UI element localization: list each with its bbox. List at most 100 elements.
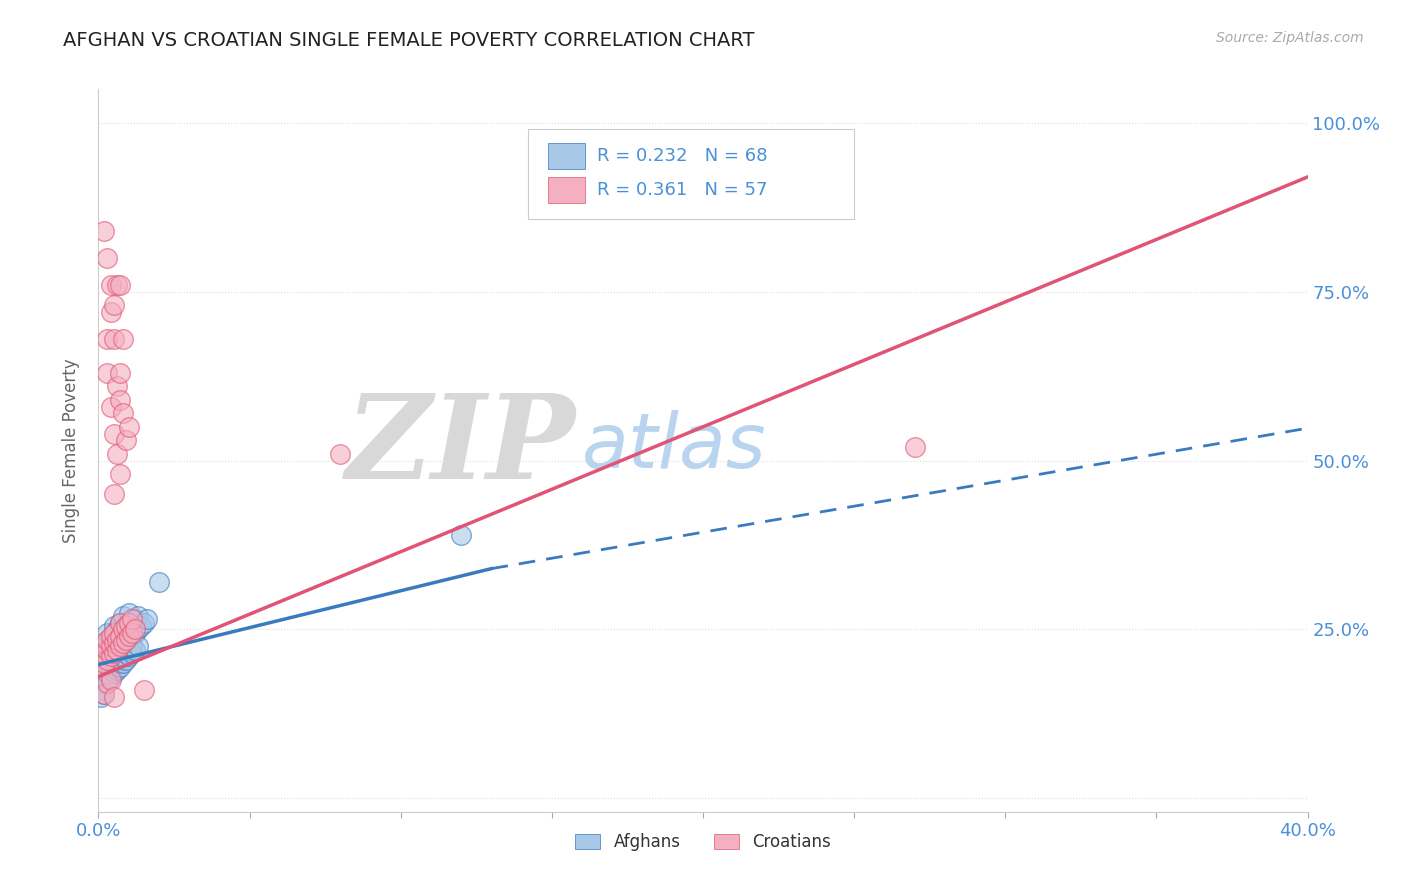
Point [96, 676, 118, 690]
Point [114, 646, 136, 660]
Point [121, 640, 143, 654]
Y-axis label: Single Female Poverty: Single Female Poverty [62, 359, 80, 542]
Point [103, 646, 125, 660]
Point [93, 687, 115, 701]
Point [103, 636, 125, 650]
Text: R = 0.361   N = 57: R = 0.361 N = 57 [596, 181, 768, 199]
Point [904, 440, 927, 454]
Point [90, 666, 112, 681]
Point [96, 642, 118, 657]
Point [114, 434, 136, 448]
Point [108, 629, 131, 643]
Point [105, 632, 128, 647]
Point [121, 615, 143, 630]
Point [103, 298, 125, 312]
Point [450, 528, 472, 542]
Text: AFGHAN VS CROATIAN SINGLE FEMALE POVERTY CORRELATION CHART: AFGHAN VS CROATIAN SINGLE FEMALE POVERTY… [63, 31, 755, 50]
Point [127, 640, 149, 654]
Point [93, 659, 115, 673]
Point [114, 623, 136, 637]
Point [96, 653, 118, 667]
Point [90, 659, 112, 673]
Point [103, 640, 125, 654]
Point [111, 636, 134, 650]
Point [103, 619, 125, 633]
Point [108, 640, 131, 654]
Point [105, 646, 128, 660]
Point [90, 673, 112, 687]
Point [105, 642, 128, 657]
Point [96, 632, 118, 647]
Point [124, 623, 146, 637]
Point [118, 629, 141, 643]
Point [100, 663, 122, 677]
Point [96, 625, 118, 640]
Point [121, 629, 143, 643]
Point [124, 625, 146, 640]
Point [93, 649, 115, 664]
Point [105, 278, 128, 293]
Point [108, 653, 131, 667]
Text: Source: ZipAtlas.com: Source: ZipAtlas.com [1216, 31, 1364, 45]
Point [108, 392, 131, 407]
Point [108, 632, 131, 647]
Text: R = 0.232   N = 68: R = 0.232 N = 68 [596, 147, 768, 165]
Point [100, 305, 122, 319]
Point [96, 251, 118, 265]
Point [111, 649, 134, 664]
Point [118, 619, 141, 633]
Point [96, 656, 118, 670]
Point [118, 606, 141, 620]
Point [103, 426, 125, 441]
Legend: Afghans, Croatians: Afghans, Croatians [568, 826, 838, 857]
Point [114, 619, 136, 633]
Point [118, 615, 141, 630]
Point [118, 632, 141, 647]
Point [93, 670, 115, 684]
Point [100, 649, 122, 664]
Point [96, 366, 118, 380]
FancyBboxPatch shape [527, 129, 855, 219]
Point [111, 332, 134, 346]
Point [103, 659, 125, 673]
Point [105, 663, 128, 677]
Point [103, 666, 125, 681]
Point [108, 366, 131, 380]
Point [100, 642, 122, 657]
Point [121, 625, 143, 640]
Point [124, 612, 146, 626]
Point [111, 406, 134, 420]
Point [105, 656, 128, 670]
FancyBboxPatch shape [548, 144, 585, 169]
Point [96, 636, 118, 650]
Point [103, 649, 125, 664]
Point [103, 332, 125, 346]
Point [103, 690, 125, 704]
Point [100, 629, 122, 643]
Point [93, 656, 115, 670]
Point [100, 400, 122, 414]
Point [90, 683, 112, 698]
Point [96, 673, 118, 687]
Point [108, 467, 131, 481]
Point [93, 636, 115, 650]
Point [118, 649, 141, 664]
Text: ZIP: ZIP [346, 389, 576, 504]
Point [105, 379, 128, 393]
Point [90, 649, 112, 664]
Point [108, 615, 131, 630]
Text: atlas: atlas [582, 409, 766, 483]
Point [111, 608, 134, 623]
Point [93, 687, 115, 701]
Point [111, 640, 134, 654]
Point [100, 278, 122, 293]
Point [105, 636, 128, 650]
Point [108, 615, 131, 630]
Point [114, 636, 136, 650]
Point [148, 575, 170, 590]
Point [100, 640, 122, 654]
Point [124, 642, 146, 657]
Point [93, 640, 115, 654]
Point [118, 642, 141, 657]
FancyBboxPatch shape [548, 178, 585, 202]
